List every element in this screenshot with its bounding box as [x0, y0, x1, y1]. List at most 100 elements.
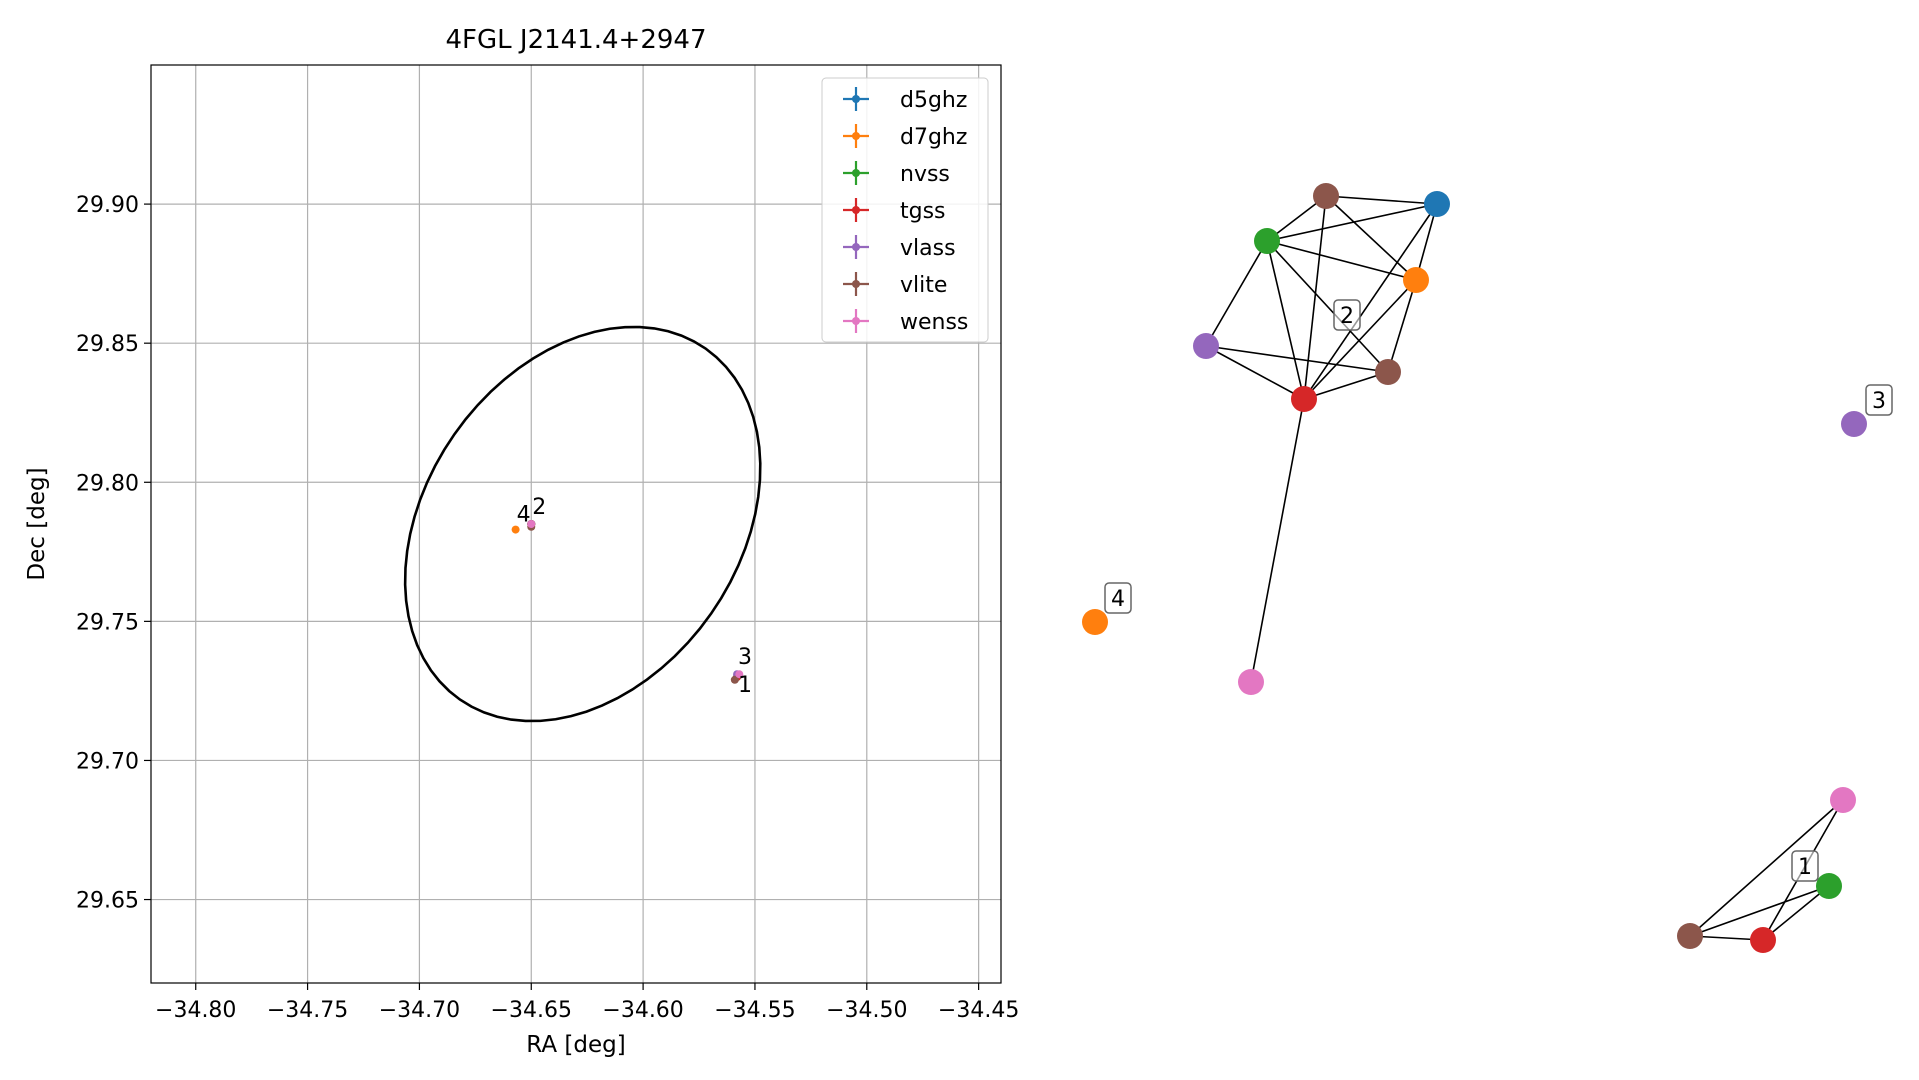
y-axis-label: Dec [deg]: [24, 467, 50, 580]
y-tick-label: 29.90: [76, 193, 139, 218]
point-vlite: [730, 675, 739, 684]
node-d5ghz: [1424, 191, 1450, 217]
cluster-label: 1: [1791, 850, 1819, 882]
legend-label: vlite: [900, 273, 947, 298]
x-axis-ticks: −34.80 −34.75 −34.70 −34.65 −34.60 −34.55 −34.…: [155, 983, 1019, 1023]
point-annotation: 3: [738, 645, 752, 670]
x-tick-label: −34.65: [491, 998, 572, 1023]
cluster-label-box: [1333, 299, 1361, 331]
edge: [1762, 885, 1830, 941]
node-nvss: [1254, 228, 1280, 254]
node-d7ghz: [1082, 609, 1108, 635]
point-annotation: 1: [738, 673, 752, 698]
y-tick-label: 29.65: [76, 889, 139, 914]
edge: [1205, 240, 1268, 347]
x-tick-label: −34.50: [826, 998, 907, 1023]
point-d7ghz: [511, 525, 520, 534]
edge: [1325, 195, 1417, 281]
cluster-label-text: 3: [1872, 389, 1886, 414]
cluster-labels: 2 3 4 1: [1104, 299, 1893, 882]
edge: [1205, 345, 1389, 373]
legend-label: vlass: [900, 236, 956, 261]
x-tick-label: −34.55: [714, 998, 795, 1023]
node-nvss: [1816, 873, 1842, 899]
legend-marker-dot: [852, 169, 860, 177]
y-tick-label: 29.70: [76, 749, 139, 774]
point-wenss: [527, 520, 536, 528]
x-tick-label: −34.45: [938, 998, 1019, 1023]
error-ellipse-layer: [403, 325, 762, 723]
legend-label: tgss: [900, 199, 946, 224]
point-annotation: 4: [517, 503, 531, 528]
node-tgss: [1750, 927, 1776, 953]
legend-label: wenss: [900, 310, 968, 335]
x-axis-label: RA [deg]: [526, 1032, 625, 1058]
node-wenss: [1238, 669, 1264, 695]
legend-marker-dot: [852, 95, 860, 103]
y-tick-label: 29.80: [76, 471, 139, 496]
x-tick-label: −34.60: [602, 998, 683, 1023]
nodes-layer: [1082, 183, 1867, 953]
node-wenss: [1830, 787, 1856, 813]
edge: [1689, 885, 1830, 937]
point-annotation: 2: [532, 495, 546, 520]
x-tick-label: −34.70: [379, 998, 460, 1023]
legend-box: [821, 77, 989, 343]
edge: [1266, 240, 1417, 281]
x-tick-label: −34.80: [155, 998, 236, 1023]
legend: d5ghz d7ghz nvss tgss vlass vlite wenss: [821, 77, 989, 343]
edges-layer: [1205, 195, 1844, 941]
legend-marker-dot: [852, 317, 860, 325]
cluster-label-text: 4: [1111, 587, 1125, 612]
node-vlite: [1677, 923, 1703, 949]
cluster-label-text: 1: [1798, 855, 1812, 880]
points-layer: [511, 520, 744, 684]
cluster-label-box: [1104, 582, 1132, 614]
x-tick-label: −34.75: [267, 998, 348, 1023]
legend-items: d5ghz d7ghz nvss tgss vlass vlite wenss: [843, 87, 968, 335]
edge: [1325, 195, 1438, 205]
legend-label: d7ghz: [900, 125, 967, 150]
edge: [1415, 203, 1438, 281]
legend-marker-dot: [852, 206, 860, 214]
plot-frame: [150, 64, 1002, 984]
edge: [1303, 279, 1417, 400]
edge: [1387, 279, 1417, 373]
cluster-label: 2: [1333, 299, 1361, 331]
edge: [1250, 398, 1305, 683]
edge: [1689, 799, 1844, 937]
edge: [1303, 203, 1438, 400]
scatter-chart: 4 2 3 1 −34.80 −34.75 −34.70 −34.65 −34.60 −34.5…: [24, 25, 1019, 1058]
edge: [1266, 240, 1389, 373]
annotations-layer: 4 2 3 1: [517, 495, 752, 698]
point-wenss: [735, 670, 744, 679]
edge: [1205, 345, 1305, 400]
node-vlass: [1193, 333, 1219, 359]
y-tick-label: 29.75: [76, 610, 139, 635]
node-tgss: [1291, 386, 1317, 412]
legend-marker-dot: [852, 243, 860, 251]
legend-marker-dot: [852, 280, 860, 288]
legend-marker-dot: [852, 132, 860, 140]
node-vlass: [1841, 411, 1867, 437]
node-d7ghz: [1403, 267, 1429, 293]
y-axis-ticks: 29.65 29.70 29.75 29.80 29.85 29.90: [76, 193, 151, 914]
cluster-label-box: [1791, 850, 1819, 882]
cluster-label-box: [1865, 384, 1893, 416]
node-vlite: [1375, 359, 1401, 385]
legend-label: d5ghz: [900, 88, 967, 113]
node-vlite: [1313, 183, 1339, 209]
edge: [1266, 240, 1305, 400]
legend-label: nvss: [900, 162, 950, 187]
edge: [1266, 203, 1438, 242]
edge: [1303, 371, 1389, 400]
edge: [1303, 195, 1327, 400]
network-graph: 2 3 4 1: [1082, 183, 1893, 953]
cluster-label-text: 2: [1340, 304, 1354, 329]
error-ellipse: [403, 325, 762, 723]
y-tick-label: 29.85: [76, 332, 139, 357]
chart-title: 4FGL J2141.4+2947: [446, 25, 707, 55]
cluster-label: 4: [1104, 582, 1132, 614]
cluster-label: 3: [1865, 384, 1893, 416]
